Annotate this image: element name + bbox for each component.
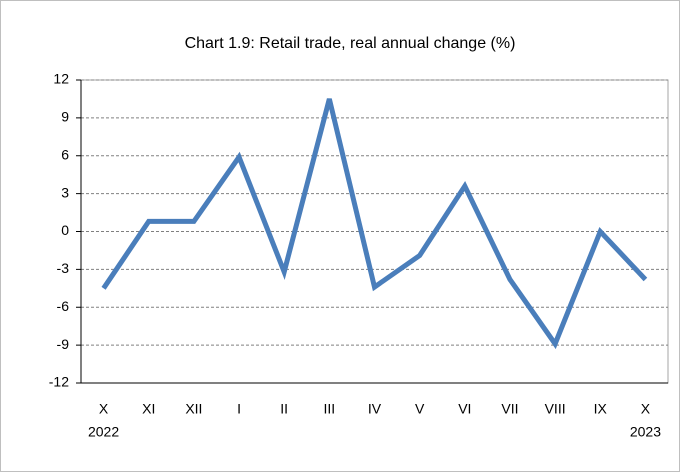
x-tick-label: VII <box>501 401 518 417</box>
y-tick-label: -9 <box>57 336 70 352</box>
x-tick-label: X <box>99 401 109 417</box>
x-year-label: 2023 <box>630 424 661 440</box>
y-tick-label: -12 <box>49 374 69 390</box>
chart-title: Chart 1.9: Retail trade, real annual cha… <box>185 35 516 52</box>
x-tick-label: II <box>280 401 288 417</box>
y-tick-label: 3 <box>61 184 69 200</box>
series-line <box>101 98 648 350</box>
y-tick-label: -6 <box>57 298 70 314</box>
y-tick-label: 12 <box>53 71 69 87</box>
x-tick-label: III <box>324 401 336 417</box>
x-tick-label: I <box>237 401 241 417</box>
x-year-label: 2022 <box>88 424 119 440</box>
x-tick-label: XII <box>185 401 202 417</box>
x-tick-label: XI <box>142 401 155 417</box>
x-tick-label: V <box>415 401 425 417</box>
x-tick-label: VI <box>458 401 471 417</box>
x-tick-label: VIII <box>545 401 566 417</box>
y-tick-label: -3 <box>57 260 70 276</box>
y-tick-label: 9 <box>61 109 69 125</box>
y-tick-label: 6 <box>61 146 69 162</box>
x-tick-label: X <box>641 401 651 417</box>
y-tick-label: 0 <box>61 222 69 238</box>
x-tick-label: IV <box>368 401 382 417</box>
x-tick-label: IX <box>594 401 608 417</box>
